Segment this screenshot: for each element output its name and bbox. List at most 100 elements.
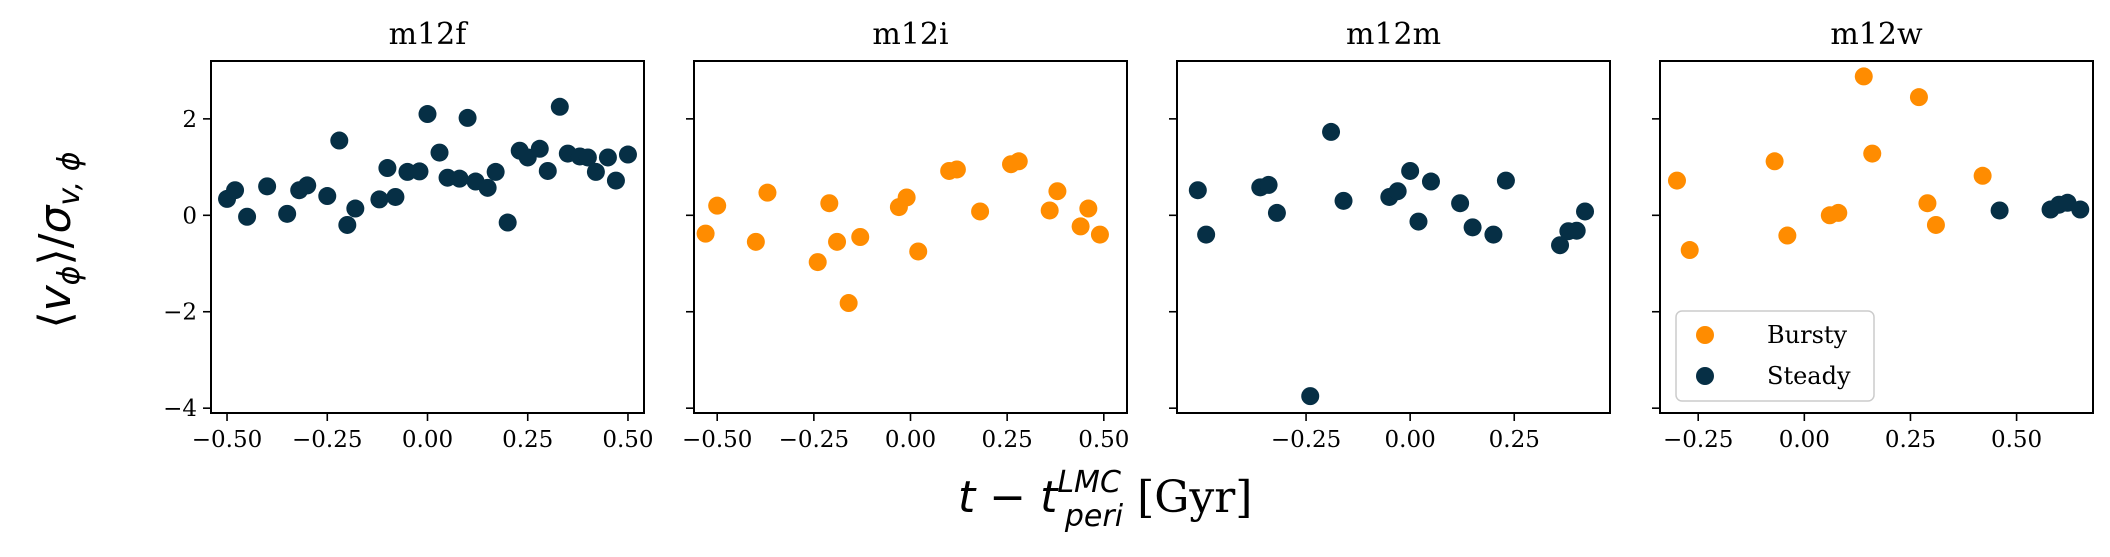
data-point-steady — [478, 178, 497, 197]
data-point-steady — [238, 207, 257, 226]
data-point-steady — [618, 145, 637, 164]
data-point-steady — [486, 162, 505, 181]
x-tick-label: 0.00 — [1385, 427, 1436, 453]
data-point-bursty — [909, 242, 928, 261]
data-point-bursty — [1918, 194, 1937, 213]
data-point-bursty — [1048, 182, 1067, 201]
panel-m12w: m12w −0.25 0.00 0.25 0.50 Bursty Steady — [1652, 17, 2094, 453]
data-point-bursty — [1854, 67, 1873, 86]
plot-frame — [1176, 60, 1611, 414]
data-point-bursty — [708, 196, 727, 215]
plot-frame — [210, 60, 645, 414]
data-point-steady — [1463, 218, 1482, 237]
x-axis-label-unit: [Gyr] — [1137, 472, 1252, 523]
data-point-bursty — [746, 232, 765, 251]
x-tick-label: 0.25 — [982, 427, 1033, 453]
legend-marker-bursty — [1696, 326, 1714, 344]
data-point-steady — [278, 204, 297, 223]
data-point-bursty — [696, 224, 715, 243]
data-point-steady — [1451, 194, 1470, 213]
data-point-bursty — [1926, 215, 1945, 234]
data-point-steady — [1409, 212, 1428, 231]
data-point-steady — [1188, 181, 1207, 200]
data-point-steady — [318, 187, 337, 206]
data-point-steady — [1576, 202, 1595, 221]
data-point-steady — [346, 199, 365, 218]
data-point-bursty — [1829, 203, 1848, 222]
x-tick-label: 0.00 — [402, 427, 453, 453]
data-point-steady — [1421, 172, 1440, 191]
data-point-steady — [330, 131, 349, 150]
data-point-steady — [1567, 221, 1586, 240]
data-point-steady — [1197, 225, 1216, 244]
data-point-steady — [1551, 236, 1570, 255]
panel-m12m: m12m −0.25 0.00 0.25 — [1169, 17, 1611, 453]
data-point-steady — [598, 148, 617, 167]
data-point-steady — [1301, 387, 1320, 406]
x-tick-label: 0.25 — [1885, 427, 1936, 453]
legend-label-steady: Steady — [1767, 362, 1851, 390]
data-point-bursty — [897, 188, 916, 207]
data-point-bursty — [828, 232, 847, 251]
legend-marker-steady — [1696, 367, 1714, 385]
data-point-steady — [1496, 171, 1515, 190]
y-tick-label: 0 — [182, 203, 197, 229]
x-tick-label: −0.50 — [682, 427, 752, 453]
panel-title: m12w — [1830, 17, 1923, 52]
data-point-steady — [1259, 175, 1278, 194]
data-point-bursty — [1973, 166, 1992, 185]
data-point-bursty — [1090, 225, 1109, 244]
x-tick-label: −0.25 — [1271, 427, 1341, 453]
data-point-bursty — [1863, 144, 1882, 163]
data-point-steady — [1990, 201, 2009, 220]
data-point-steady — [550, 97, 569, 116]
panel-title: m12f — [389, 17, 469, 52]
data-point-bursty — [947, 160, 966, 179]
x-tick-label: −0.25 — [779, 427, 849, 453]
panels: m12f −0.50 −0.25 0.00 0.25 0.50 −4 −2 0 2 m12i −0.5… — [163, 17, 2094, 453]
x-tick-label: −0.50 — [192, 427, 262, 453]
data-point-steady — [1401, 161, 1420, 180]
data-point-bursty — [820, 194, 839, 213]
x-axis-label-main: t − t — [958, 472, 1059, 523]
data-point-bursty — [1071, 217, 1090, 236]
data-point-steady — [1334, 191, 1353, 210]
data-point-bursty — [1680, 241, 1699, 260]
data-point-steady — [378, 159, 397, 178]
data-point-steady — [226, 181, 245, 200]
data-point-steady — [498, 213, 517, 232]
data-point-steady — [386, 187, 405, 206]
legend-label-bursty: Bursty — [1767, 321, 1848, 349]
x-tick-label: 0.00 — [1779, 427, 1830, 453]
y-tick-label: 2 — [182, 107, 197, 133]
data-point-steady — [1322, 122, 1341, 141]
panel-m12f: m12f −0.50 −0.25 0.00 0.25 0.50 −4 −2 0 2 — [163, 17, 653, 453]
data-point-bursty — [971, 202, 990, 221]
x-tick-label: 0.25 — [1489, 427, 1540, 453]
x-tick-label: 0.50 — [602, 427, 653, 453]
plot-frame — [1659, 60, 2094, 414]
data-point-steady — [2071, 200, 2090, 219]
data-point-bursty — [808, 253, 827, 272]
data-point-steady — [338, 215, 357, 234]
data-point-steady — [530, 139, 549, 158]
x-tick-label: 0.00 — [885, 427, 936, 453]
data-point-steady — [370, 190, 389, 209]
data-point-bursty — [1040, 201, 1059, 220]
x-tick-label: 0.50 — [1078, 427, 1129, 453]
data-point-steady — [1484, 225, 1503, 244]
data-point-steady — [586, 162, 605, 181]
data-point-steady — [1388, 182, 1407, 201]
y-tick-label: −2 — [163, 300, 197, 326]
data-point-steady — [430, 143, 449, 162]
data-point-steady — [258, 177, 277, 196]
y-axis-label: ⟨vϕ⟩/σv, ϕ — [30, 151, 87, 328]
x-axis-label: t − tLMC peri [Gyr] — [958, 465, 1252, 534]
x-axis-label-sup: LMC — [1057, 465, 1121, 500]
data-point-steady — [410, 162, 429, 181]
data-point-steady — [298, 176, 317, 195]
panel-m12i: m12i −0.50 −0.25 0.00 0.25 0.50 — [682, 17, 1129, 453]
data-point-steady — [418, 105, 437, 124]
data-point-steady — [458, 108, 477, 127]
